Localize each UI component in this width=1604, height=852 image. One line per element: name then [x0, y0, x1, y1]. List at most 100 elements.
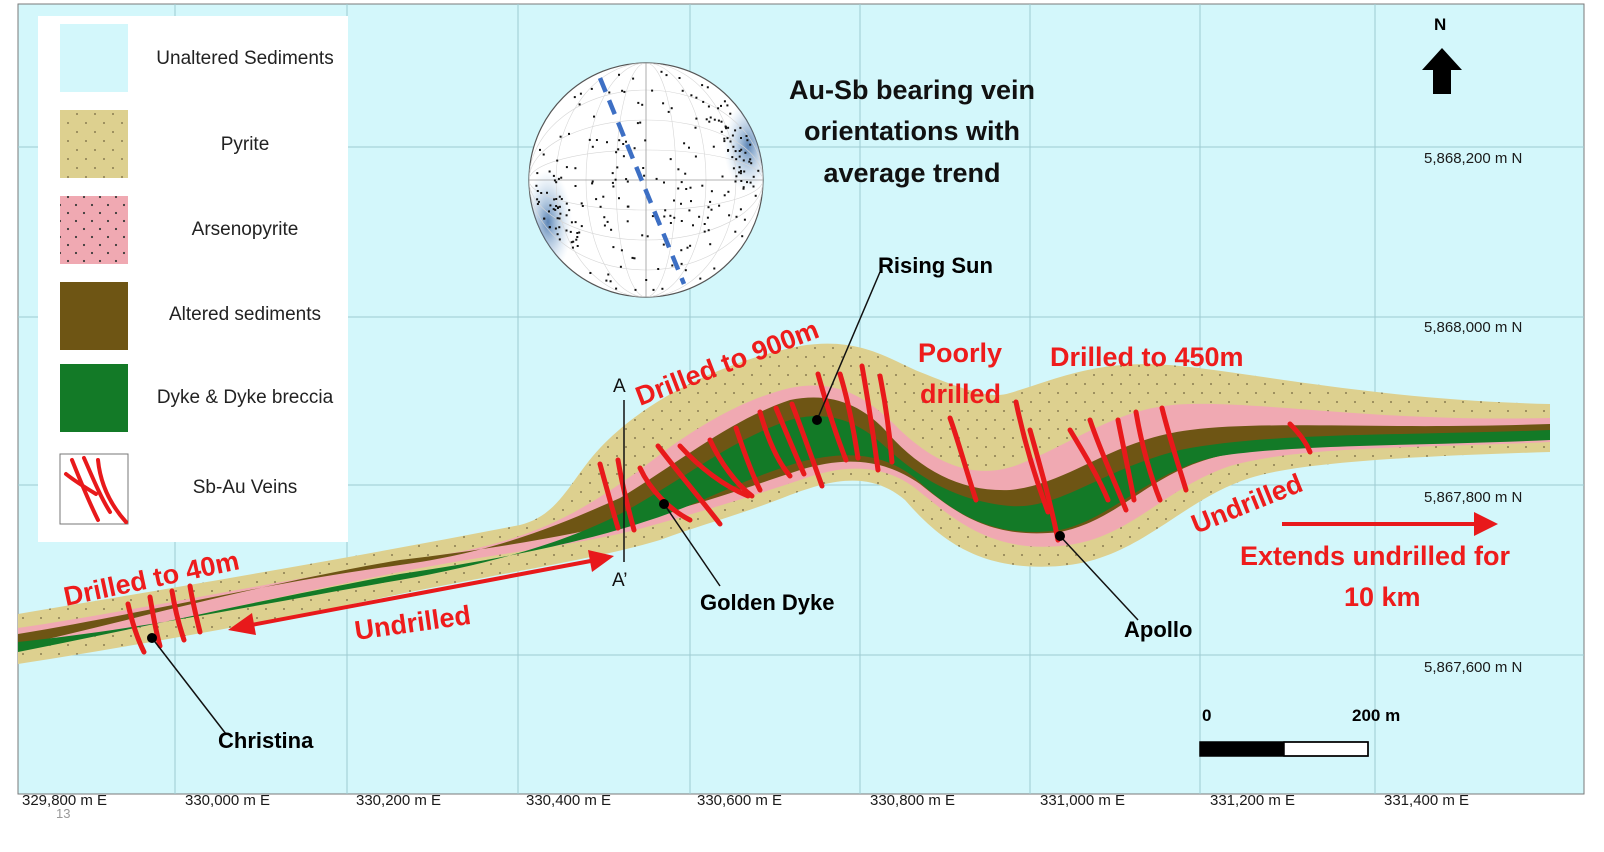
stereonet-point: [701, 184, 704, 187]
stereonet-point: [617, 148, 620, 151]
stereonet-point: [553, 198, 556, 201]
stereonet-point: [605, 279, 608, 282]
stereonet-point: [680, 249, 683, 252]
stereonet-point: [727, 126, 730, 129]
stereonet-point: [663, 215, 666, 218]
stereonet-point: [706, 86, 709, 89]
easting-label: 331,400 m E: [1384, 792, 1469, 809]
stereonet-point: [558, 226, 561, 229]
stereonet-point: [662, 243, 665, 246]
stereonet-point: [689, 244, 692, 247]
stereonet-point: [688, 209, 691, 212]
stereonet-point: [536, 198, 539, 201]
stereonet-point: [622, 143, 625, 145]
stereonet-point: [740, 180, 743, 182]
stereonet-point: [725, 127, 728, 130]
stereonet-point: [549, 204, 552, 207]
legend-label-dyke: Dyke & Dyke breccia: [157, 387, 334, 408]
stereonet-point: [610, 228, 613, 231]
stereonet-point: [713, 267, 716, 270]
stereonet-point: [618, 197, 620, 200]
stereonet-point: [576, 236, 579, 238]
stereonet-point: [607, 273, 610, 276]
stereonet-point: [556, 233, 559, 236]
legend-swatch-dyke: [60, 364, 128, 432]
north-label: N: [1434, 15, 1446, 34]
annotation-extends-line1: Extends undrilled for: [1240, 541, 1511, 571]
stereonet-point: [669, 214, 672, 217]
stereonet-point: [694, 155, 697, 158]
legend-label-pyrite: Pyrite: [221, 134, 270, 155]
stereonet-point: [746, 139, 749, 142]
stereonet-point: [580, 225, 583, 228]
stereonet-point: [558, 205, 561, 208]
legend-swatch-altered: [60, 282, 128, 350]
northing-label: 5,868,000 m N: [1424, 319, 1522, 336]
stereonet-point: [738, 171, 741, 174]
stereonet-point: [590, 87, 593, 90]
stereonet-point: [615, 287, 618, 290]
stereonet-point: [559, 212, 562, 215]
stereonet-point: [591, 180, 594, 183]
stereonet-point: [752, 175, 755, 178]
stereonet-point: [565, 166, 568, 169]
stereonet-point: [695, 117, 698, 120]
location-leaders: [151, 271, 1139, 735]
scale-end-label: 200 m: [1352, 706, 1400, 725]
stereonet-point: [739, 172, 742, 175]
stereonet-point: [576, 245, 579, 247]
stereonet-point: [556, 217, 559, 220]
stereonet-point: [618, 139, 621, 142]
section-label-a: A: [613, 376, 626, 397]
stereonet-point: [568, 209, 571, 212]
stereonet-point: [686, 246, 689, 249]
stereonet-point: [552, 174, 555, 177]
stereonet-point: [664, 209, 667, 212]
stereonet-point: [615, 151, 618, 154]
stereonet-point: [741, 235, 744, 238]
stereonet-point: [578, 103, 581, 106]
stereonet-point: [614, 178, 617, 181]
stereonet-point: [622, 155, 625, 158]
stereonet-point: [565, 229, 568, 232]
stereonet-point: [673, 199, 675, 202]
stereonet-point: [618, 73, 620, 76]
stereonet-point: [579, 92, 582, 95]
stereonet-point: [735, 215, 738, 218]
section-label-a-prime: A’: [612, 570, 627, 591]
stereonet-point: [595, 198, 598, 201]
easting-label: 331,000 m E: [1040, 792, 1125, 809]
dyke-zone: [18, 416, 1550, 652]
stereonet-point: [754, 194, 757, 197]
rising-sun-point: [812, 415, 822, 425]
stereonet-point: [740, 148, 743, 151]
stereonet-point: [537, 200, 540, 203]
stereonet-point: [609, 280, 612, 283]
stereonet-point: [581, 205, 584, 207]
stereonet-point: [701, 84, 704, 87]
stereonet-point: [634, 288, 637, 291]
stereonet-point: [660, 70, 663, 73]
stereonet-point: [603, 224, 606, 227]
stereonet-point: [554, 227, 557, 230]
place-christina: Christina: [218, 728, 314, 753]
stereonet-point: [616, 166, 619, 169]
stereonet-point: [570, 241, 573, 244]
stereonet-point: [749, 143, 752, 146]
stereonet-point: [626, 180, 629, 183]
stereonet-point: [707, 229, 710, 232]
stereonet-point: [651, 89, 654, 92]
stereonet-point: [735, 158, 738, 161]
stereonet-point: [626, 220, 629, 223]
place-rising-sun: Rising Sun: [878, 253, 993, 278]
stereonet-point: [542, 153, 545, 156]
stereonet-point: [555, 205, 558, 207]
stereonet-point: [593, 115, 595, 118]
easting-label: 330,800 m E: [870, 792, 955, 809]
annotation-poorly-line2: drilled: [920, 379, 1001, 409]
stereonet-point: [633, 147, 636, 150]
stereonet-point: [723, 100, 726, 103]
stereonet-point: [694, 126, 697, 129]
stereonet-point: [625, 140, 627, 143]
